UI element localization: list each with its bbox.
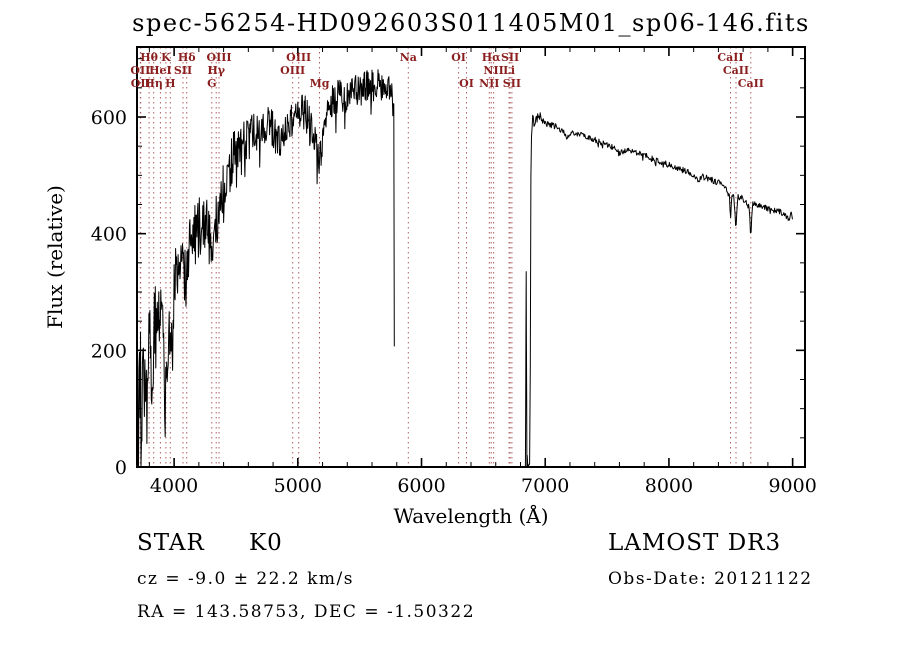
spectral-line-label: Hδ xyxy=(178,51,196,64)
spectral-line-label: CaII xyxy=(723,64,749,77)
object-subclass: K0 xyxy=(249,530,283,556)
spectral-line-label: OIII xyxy=(280,64,305,77)
plot-area: 4000 5000 6000 7000 8000 9000 0 200 400 600 Hθ K Hδ O… xyxy=(91,46,817,497)
spectral-line-label: Hη xyxy=(145,77,163,90)
x-tick-label: 9000 xyxy=(768,475,816,497)
spectral-line-label: Hθ xyxy=(140,51,158,64)
survey-text: LAMOST DR3 xyxy=(608,530,781,556)
cz-text: cz = -9.0 ± 22.2 km/s xyxy=(137,569,354,589)
y-tick-label: 0 xyxy=(115,457,127,479)
spectral-line-label: Hγ xyxy=(207,64,225,77)
spectral-line-label: H xyxy=(165,77,175,90)
spectral-line-label: SII xyxy=(501,51,519,64)
x-tick-label: 4000 xyxy=(150,475,198,497)
x-tick-label: 6000 xyxy=(397,475,445,497)
x-axis-label: Wavelength (Å) xyxy=(393,503,548,528)
spectrum-trace xyxy=(136,69,793,468)
x-tick-label: 8000 xyxy=(645,475,693,497)
spectral-line-label: HeI xyxy=(149,64,172,77)
spectral-line-label: G xyxy=(207,77,216,90)
radec-text: RA = 143.58753, DEC = -1.50322 xyxy=(137,602,475,622)
spectral-line-label: Mg xyxy=(310,77,330,90)
spectral-line-label: OI xyxy=(459,77,474,90)
spectral-line-label: K xyxy=(161,51,171,64)
y-tick-label: 400 xyxy=(91,224,127,246)
spectral-line-label: OII xyxy=(131,77,151,90)
obsdate-text: Obs-Date: 20121122 xyxy=(608,569,813,589)
spectral-line-label: Li xyxy=(503,64,515,77)
spectral-line-label: SII xyxy=(174,64,192,77)
spectral-line-label: Hα xyxy=(482,51,501,64)
x-tick-label: 7000 xyxy=(521,475,569,497)
y-tick-label: 200 xyxy=(91,340,127,362)
spectral-line-label: OII xyxy=(130,64,150,77)
spectral-line-label: SII xyxy=(503,77,521,90)
spectral-line-label: OIII xyxy=(206,51,231,64)
spectral-line-label: NII xyxy=(483,64,503,77)
plot-frame xyxy=(136,46,806,468)
spectral-line-label: CaII xyxy=(738,77,764,90)
y-tick-label: 600 xyxy=(91,107,127,129)
spectral-line-label: CaII xyxy=(717,51,743,64)
spectral-line-label: OI xyxy=(451,51,466,64)
object-class: STAR xyxy=(137,530,205,556)
spectral-line-label: NII xyxy=(479,77,499,90)
y-axis-label: Flux (relative) xyxy=(43,185,67,329)
plot-title: spec-56254-HD092603S011405M01_sp06-146.f… xyxy=(132,9,810,37)
spectral-line-label: Na xyxy=(400,51,417,64)
spectral-line-label: OIII xyxy=(286,51,311,64)
x-tick-label: 5000 xyxy=(274,475,322,497)
